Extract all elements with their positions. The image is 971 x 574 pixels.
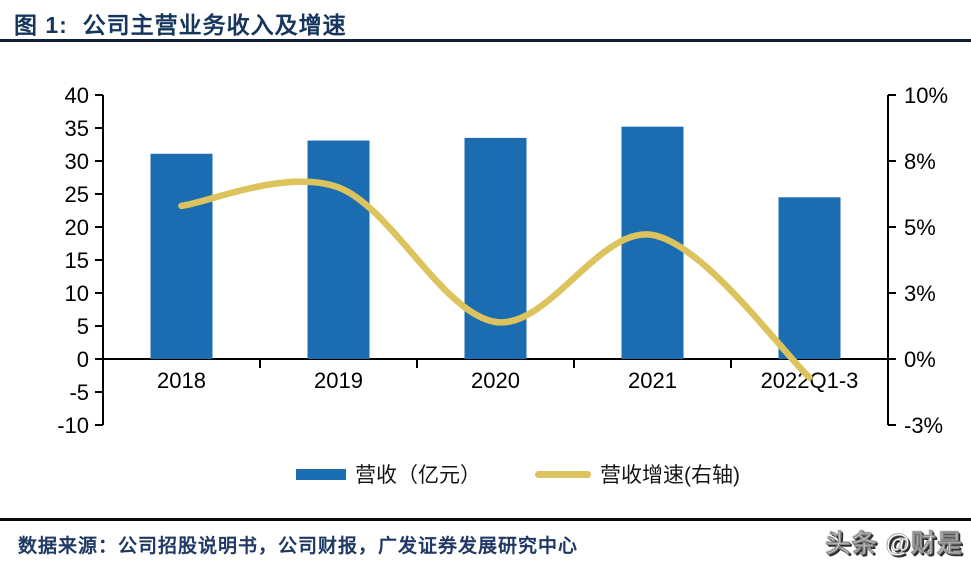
legend-growth-label: 营收增速(右轴): [600, 464, 740, 487]
watermark-text: 头条 @财是: [825, 530, 963, 559]
legend-revenue-label: 营收（亿元）: [355, 464, 481, 487]
footer-divider: [0, 518, 971, 521]
y-left-tick-label: 20: [65, 215, 89, 240]
y-right-tick-label: 5%: [904, 215, 936, 240]
y-left-tick-label: 25: [65, 182, 89, 207]
title-underline: [0, 39, 971, 42]
chart-legend: 营收（亿元） 营收增速(右轴): [296, 459, 740, 489]
legend-bar-swatch: [296, 468, 346, 480]
figure-title: 图 1: 公司主营业务收入及增速: [14, 12, 347, 38]
y-right-tick-label: 10%: [904, 83, 948, 108]
y-left-tick-label: 40: [65, 83, 89, 108]
y-right-tick-label: 0%: [904, 347, 936, 372]
growth-line: [178, 178, 813, 381]
y-left-tick-label: 15: [65, 248, 89, 273]
legend-line-swatch: [535, 470, 591, 478]
y-left-tick-label: 0: [77, 347, 89, 372]
x-category-label: 2018: [157, 368, 206, 393]
y-right-tick-label: -3%: [904, 413, 943, 438]
y-left-tick-label: 35: [65, 116, 89, 141]
data-source-text: 数据来源：公司招股说明书，公司财报，广发证券发展研究中心: [18, 536, 579, 557]
legend-item-growth: 营收增速(右轴): [535, 459, 740, 489]
bar-2019: [307, 140, 370, 359]
legend-item-revenue: 营收（亿元）: [296, 459, 481, 489]
x-category-label: 2021: [628, 368, 677, 393]
bar-2018: [150, 153, 213, 359]
x-category-label: 2022Q1-3: [761, 368, 859, 393]
y-left-tick-label: 30: [65, 149, 89, 174]
y-right-tick-label: 8%: [904, 149, 936, 174]
y-left-tick-label: -5: [69, 380, 89, 405]
x-category-label: 2020: [471, 368, 520, 393]
y-left-tick-label: 10: [65, 281, 89, 306]
y-left-tick-label: 5: [77, 314, 89, 339]
bar-2022Q1-3: [778, 197, 841, 359]
bar-2021: [621, 126, 684, 360]
y-left-tick-label: -10: [57, 413, 89, 438]
bar-2020: [464, 137, 527, 359]
x-category-label: 2019: [314, 368, 363, 393]
y-right-tick-label: 3%: [904, 281, 936, 306]
